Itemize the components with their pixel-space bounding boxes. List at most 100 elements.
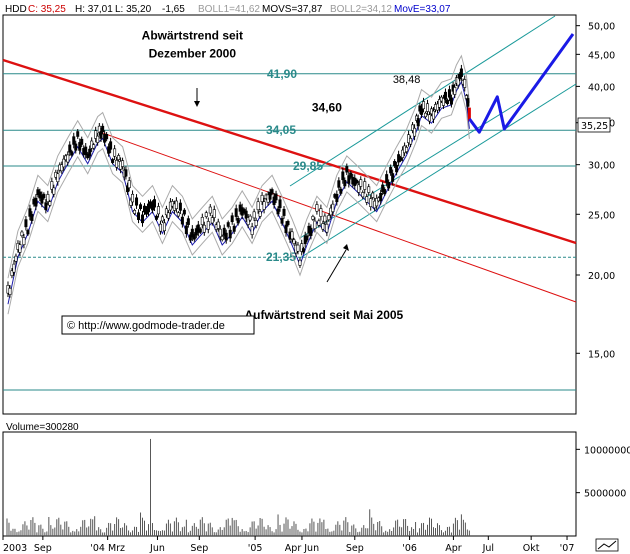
- price-body: [311, 216, 315, 220]
- level-label: 21,35: [266, 250, 296, 264]
- price-body: [139, 204, 143, 210]
- price-body: [321, 223, 325, 230]
- y-tick-label: 45,00: [588, 50, 615, 61]
- price-body: [158, 223, 162, 232]
- price-body: [24, 219, 28, 228]
- price-body: [345, 166, 349, 173]
- price-body: [284, 224, 288, 234]
- price-body: [260, 194, 264, 203]
- price-body: [38, 191, 42, 199]
- price-body: [282, 208, 286, 216]
- header-item: MOVS=37,87: [262, 4, 323, 15]
- price-body: [441, 98, 445, 106]
- price-body: [296, 244, 300, 252]
- y-tick-label: 25,00: [588, 210, 615, 221]
- price-body: [12, 263, 16, 273]
- price-body: [176, 212, 180, 217]
- price-body: [34, 197, 38, 207]
- price-body: [258, 211, 262, 217]
- price-body: [133, 210, 137, 214]
- bollinger-bands: [7, 54, 470, 315]
- price-body: [411, 124, 415, 131]
- price-body: [389, 167, 393, 174]
- price-body: [198, 228, 202, 233]
- price-body: [359, 179, 363, 187]
- x-tick-label: '04 Mrz: [90, 543, 125, 554]
- price-body: [160, 216, 164, 222]
- header-item: H: 37,01: [75, 4, 113, 15]
- price-body: [62, 158, 66, 168]
- price-body: [216, 221, 220, 229]
- price-body: [99, 131, 103, 139]
- price-body: [339, 188, 343, 194]
- price-body: [210, 217, 214, 224]
- price-body: [290, 231, 294, 240]
- volume-tick-label: 10000000: [584, 445, 630, 456]
- price-body: [202, 224, 206, 233]
- price-body: [327, 215, 331, 221]
- price-body: [101, 125, 105, 133]
- price-body: [186, 218, 190, 225]
- arrow-icon: [194, 88, 200, 107]
- price-body: [42, 193, 46, 199]
- price-body: [387, 182, 391, 189]
- price-body: [254, 220, 258, 226]
- price-body: [68, 144, 72, 153]
- price-body: [117, 155, 121, 160]
- x-tick-label: '05: [248, 543, 263, 554]
- price-body: [248, 215, 252, 221]
- volume-panel-frame: [2, 431, 577, 537]
- level-label: 34,05: [266, 123, 296, 137]
- price-body: [131, 193, 135, 203]
- price-body: [154, 215, 158, 220]
- y-tick-label: 20,00: [588, 271, 615, 282]
- price-body: [166, 212, 170, 219]
- volume-label: Volume=300280: [6, 422, 79, 433]
- logo-icon: [595, 538, 619, 552]
- price-body: [466, 98, 470, 107]
- price-body: [286, 220, 290, 226]
- price-body: [135, 197, 139, 206]
- price-body: [449, 97, 453, 105]
- current-price-label: 35,25: [581, 121, 608, 132]
- price-body: [66, 154, 70, 163]
- price-body: [26, 230, 30, 235]
- uptrend-channel-mid: [299, 101, 521, 239]
- x-tick-label: Apr: [445, 543, 462, 554]
- price-body: [276, 208, 280, 215]
- header-item: C: 35,25: [28, 4, 66, 15]
- x-tick-label: '06: [402, 543, 417, 554]
- x-tick-label: Jun: [149, 543, 165, 554]
- price-body: [180, 216, 184, 225]
- price-body: [274, 193, 278, 201]
- y-tick-label: 50,00: [588, 22, 615, 33]
- price-body: [309, 227, 313, 236]
- header-item: BOLL2=34,12: [330, 4, 392, 15]
- price-body: [200, 217, 204, 225]
- price-body: [347, 175, 351, 184]
- price-body: [355, 179, 359, 184]
- price-body: [109, 141, 113, 150]
- price-body: [447, 89, 451, 98]
- price-body: [22, 237, 26, 245]
- price-body: [8, 287, 12, 295]
- price-body: [371, 192, 375, 198]
- price-body: [401, 149, 405, 158]
- price-body: [246, 217, 250, 225]
- price-body: [270, 189, 274, 194]
- price-body: [337, 180, 341, 188]
- price-body: [278, 199, 282, 209]
- trend-lines: [2, 15, 577, 303]
- price-body: [335, 193, 339, 203]
- price-body: [152, 199, 156, 208]
- price-body: [305, 235, 309, 241]
- price-body: [121, 160, 125, 167]
- x-tick-label: Okt: [523, 543, 540, 554]
- price-body: [272, 196, 276, 206]
- price-body: [262, 201, 266, 210]
- x-tick-label: Apr Jun: [285, 543, 319, 554]
- price-body: [224, 232, 228, 241]
- price-body: [14, 255, 18, 262]
